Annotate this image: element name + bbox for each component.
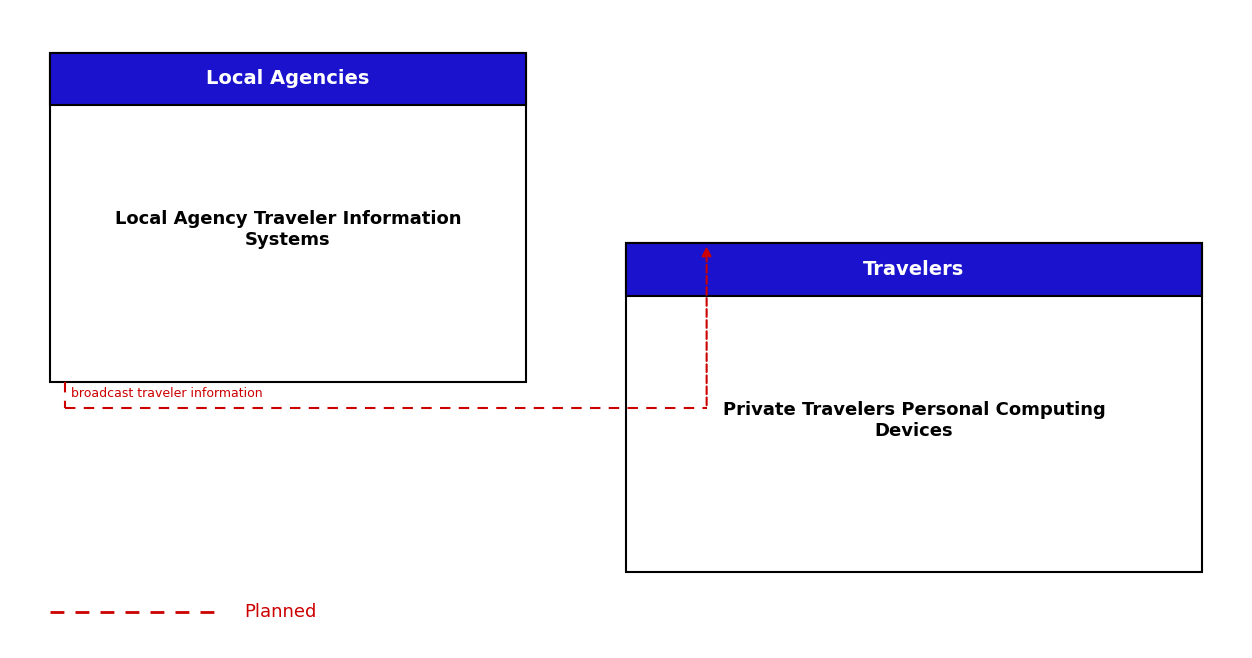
Text: Local Agency Traveler Information
Systems: Local Agency Traveler Information System… <box>115 211 461 249</box>
Text: Planned: Planned <box>244 603 317 621</box>
Bar <box>50 53 526 105</box>
Bar <box>626 243 1202 572</box>
Text: Travelers: Travelers <box>864 261 964 279</box>
Text: Private Travelers Personal Computing
Devices: Private Travelers Personal Computing Dev… <box>722 401 1106 440</box>
Bar <box>50 53 526 382</box>
Text: broadcast traveler information: broadcast traveler information <box>71 387 263 400</box>
Text: Local Agencies: Local Agencies <box>207 70 369 88</box>
Bar <box>626 243 1202 296</box>
